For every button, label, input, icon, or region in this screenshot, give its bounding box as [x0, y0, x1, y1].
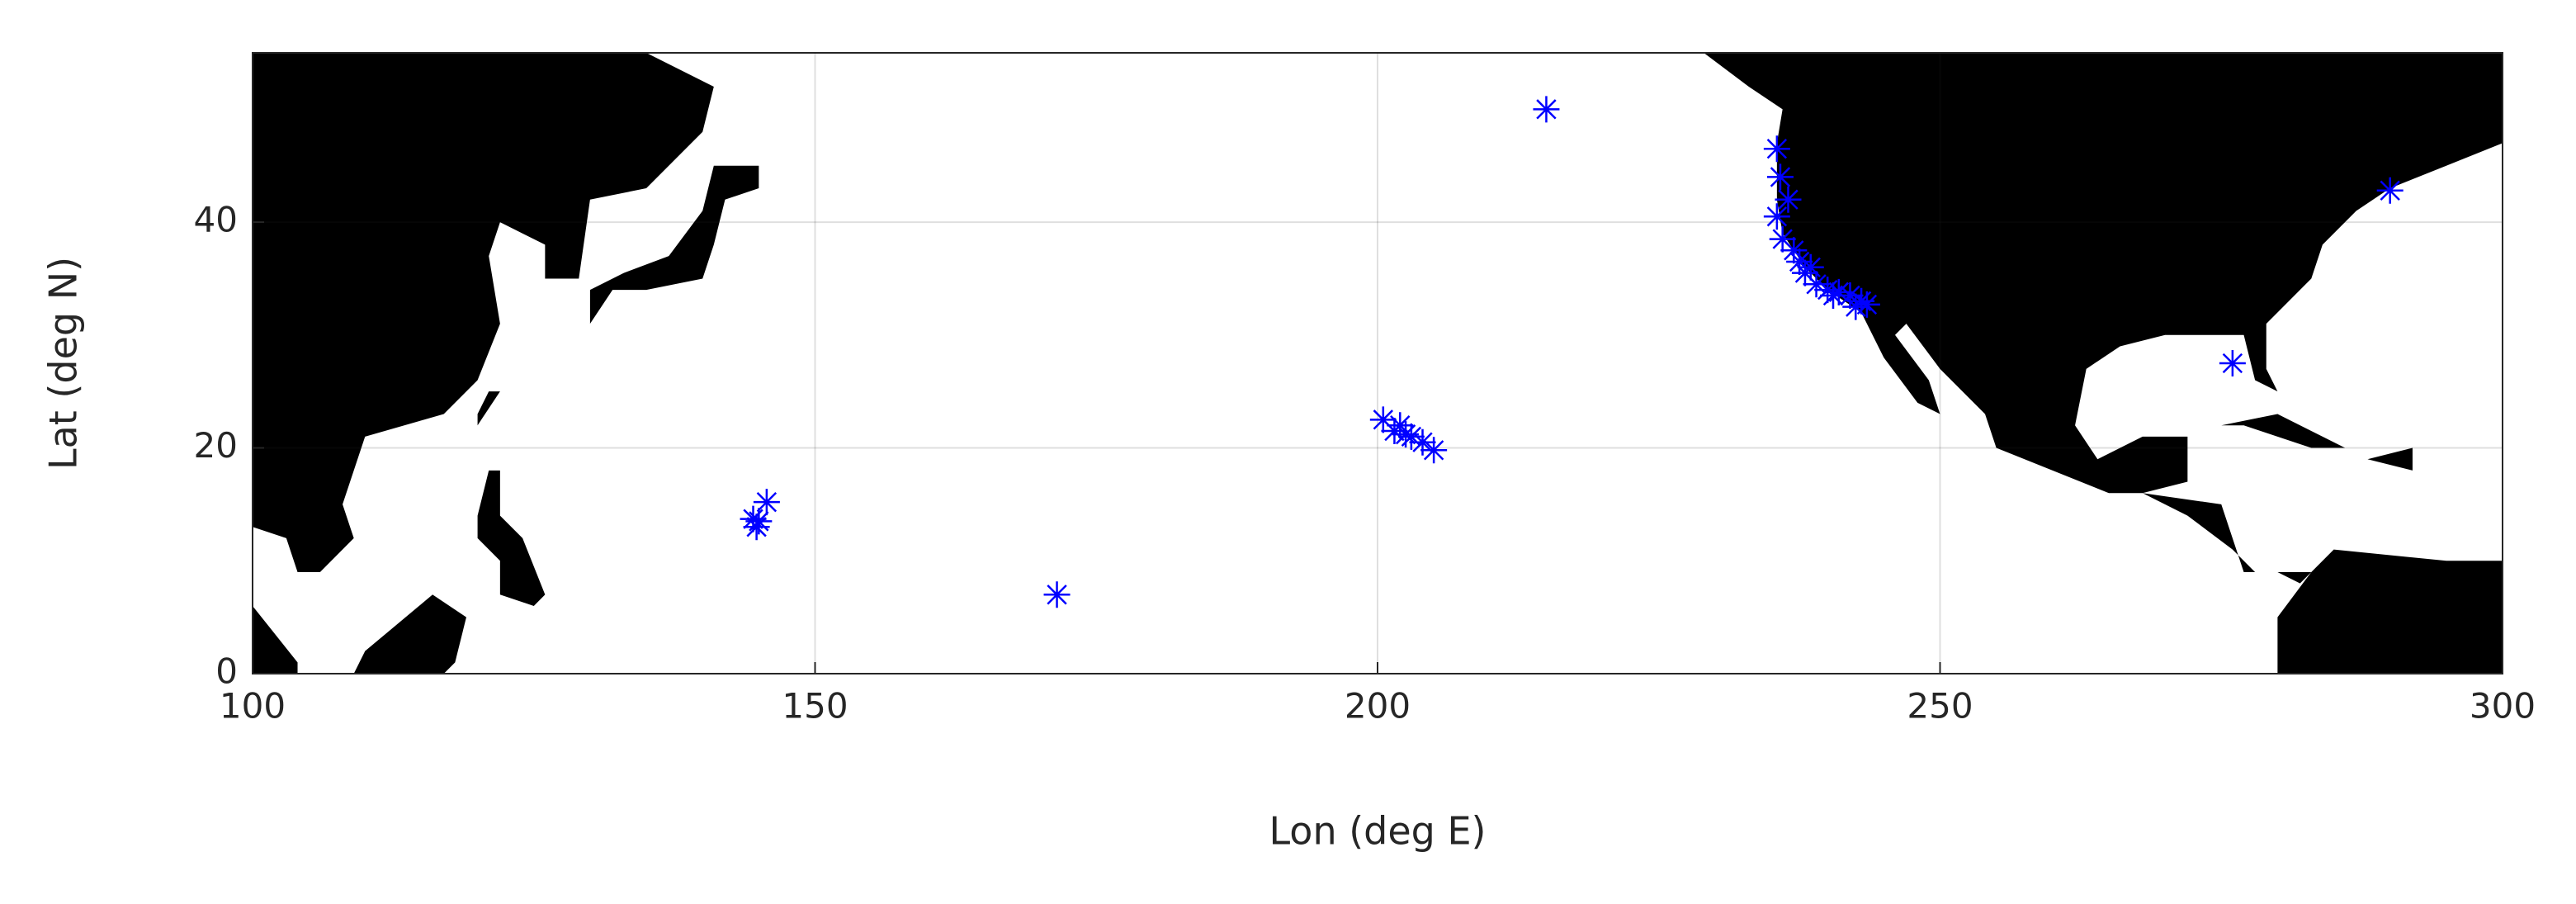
- point: [1836, 282, 1864, 309]
- land-borneo: [353, 594, 466, 674]
- point: [743, 514, 770, 541]
- land: [253, 52, 2503, 674]
- x-axis-label: Lon (deg E): [1269, 809, 1486, 854]
- land-philippines: [477, 470, 546, 606]
- point: [1797, 253, 1824, 281]
- markers: [740, 96, 2403, 608]
- land-cuba: [2221, 414, 2346, 448]
- point: [1043, 581, 1071, 608]
- y-axis-label: Lat (deg N): [41, 257, 86, 470]
- point: [1769, 225, 1796, 253]
- x-tick-label: 200: [1345, 686, 1411, 727]
- point: [1369, 406, 1397, 433]
- point: [1392, 421, 1420, 448]
- point: [1409, 428, 1436, 456]
- point: [1775, 186, 1802, 213]
- y-tick-label: 40: [194, 200, 238, 240]
- point: [740, 505, 767, 532]
- point: [1420, 437, 1448, 464]
- land-north-america: [1704, 52, 2503, 584]
- land-asia: [253, 52, 714, 572]
- land-south-america: [2277, 549, 2503, 674]
- point: [1853, 291, 1880, 318]
- point: [1820, 282, 1847, 309]
- land-taiwan: [477, 391, 500, 426]
- land-malaya: [253, 605, 298, 674]
- land-japan: [589, 165, 759, 324]
- x-tick-label: 150: [782, 686, 848, 727]
- x-tick-label: 250: [1907, 686, 1973, 727]
- point: [753, 489, 780, 516]
- point: [1780, 237, 1808, 264]
- x-tick-label: 300: [2470, 686, 2536, 727]
- point: [2376, 177, 2403, 204]
- y-tick-label: 0: [215, 651, 238, 692]
- x-tick-label: 100: [220, 686, 286, 727]
- point: [1766, 163, 1794, 191]
- point: [1825, 278, 1852, 305]
- point: [1387, 412, 1414, 439]
- point: [1397, 423, 1425, 450]
- land-hispaniola: [2367, 447, 2413, 471]
- point: [1533, 96, 1560, 123]
- y-tick-label: 20: [194, 425, 238, 466]
- point: [1842, 293, 1869, 320]
- point: [1763, 135, 1790, 163]
- point: [2219, 350, 2246, 376]
- point: [1786, 248, 1813, 275]
- point: [1803, 271, 1830, 298]
- point: [745, 508, 773, 535]
- point: [1763, 203, 1790, 230]
